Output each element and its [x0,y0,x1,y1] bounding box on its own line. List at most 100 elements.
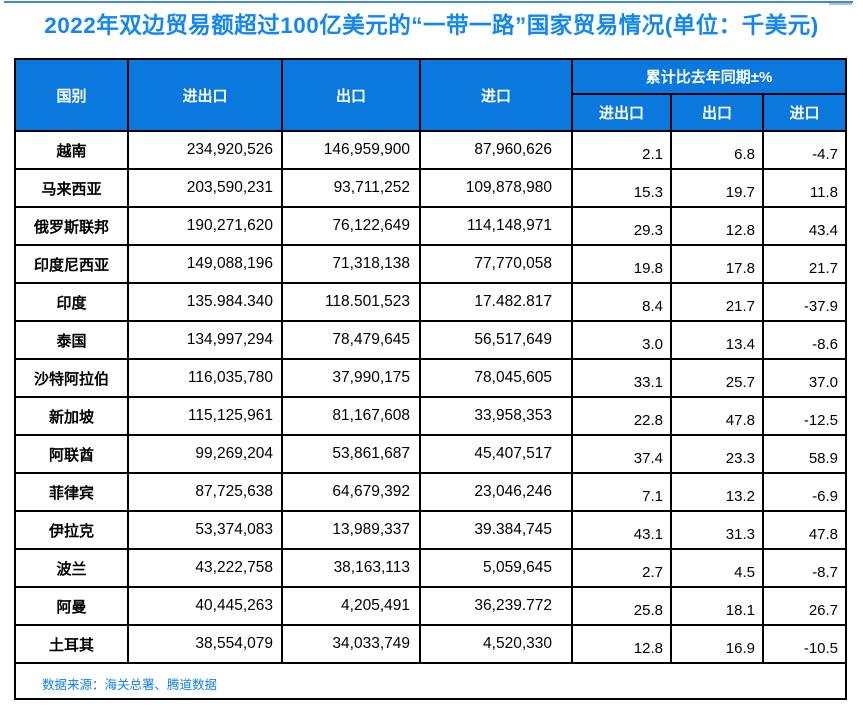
header-yoy-export: 出口 [670,93,764,132]
yoy-export-cell: 13.4 [670,320,764,360]
total-value-cell: 135.984.340 [127,282,283,322]
total-value-cell: 190,271,620 [127,206,283,246]
yoy-import-cell: -4.7 [761,130,848,170]
yoy-export-cell: 12.8 [670,206,764,246]
yoy-import-cell: -12.5 [761,396,848,436]
import-value-cell: 17.482.817 [419,282,573,322]
import-value-cell: 39.384,745 [419,510,573,550]
import-value-cell: 77,770,058 [419,244,573,284]
table-body: 越南 234,920,526 146,959,900 87,960,626 2.1 6.8… [14,130,848,664]
yoy-total-cell: 8.4 [571,282,672,322]
yoy-total-cell: 33.1 [571,358,672,398]
table-row: 印度尼西亚 149,088,196 71,318,138 77,770,058 19.8… [14,244,848,284]
total-value-cell: 203,590,231 [127,168,283,208]
import-value-cell: 109,878,980 [419,168,573,208]
table-row: 马来西亚 203,590,231 93,711,252 109,878,980 15.3… [14,168,848,208]
yoy-total-cell: 15.3 [571,168,672,208]
header-export: 出口 [281,58,421,132]
country-cell: 泰国 [14,320,129,360]
table-row: 阿曼 40,445,263 4,205,491 36,239.772 25.8 18.1 2… [14,586,848,626]
country-cell: 菲律宾 [14,472,129,512]
yoy-import-cell: -6.9 [761,472,848,512]
yoy-export-cell: 17.8 [670,244,764,284]
yoy-export-cell: 13.2 [670,472,764,512]
yoy-total-cell: 22.8 [571,396,672,436]
export-value-cell: 4,205,491 [281,586,421,626]
total-value-cell: 87,725,638 [127,472,283,512]
yoy-import-cell: -8.7 [761,548,848,588]
total-value-cell: 115,125,961 [127,396,283,436]
export-value-cell: 76,122,649 [281,206,421,246]
yoy-import-cell: -37.9 [761,282,848,322]
yoy-export-cell: 19.7 [670,168,764,208]
country-cell: 俄罗斯联邦 [14,206,129,246]
total-value-cell: 40,445,263 [127,586,283,626]
yoy-import-cell: -10.5 [761,624,848,664]
yoy-export-cell: 16.9 [670,624,764,664]
total-value-cell: 99,269,204 [127,434,283,474]
country-cell: 印度尼西亚 [14,244,129,284]
total-value-cell: 43,222,758 [127,548,283,588]
yoy-import-cell: 26.7 [761,586,848,626]
import-value-cell: 114,148,971 [419,206,573,246]
table-row: 伊拉克 53,374,083 13,989,337 39.384,745 43.1 31.… [14,510,848,550]
table-row: 土耳其 38,554,079 34,033,749 4,520,330 12.8 16.9… [14,624,848,664]
yoy-total-cell: 12.8 [571,624,672,664]
table-row: 沙特阿拉伯 116,035,780 37,990,175 78,045,605 33.1… [14,358,848,398]
import-value-cell: 45,407,517 [419,434,573,474]
table-row: 印度 135.984.340 118.501,523 17.482.817 8.4 21.… [14,282,848,322]
country-cell: 土耳其 [14,624,129,664]
import-value-cell: 56,517,649 [419,320,573,360]
yoy-total-cell: 25.8 [571,586,672,626]
top-gray-tick [829,3,852,5]
country-cell: 阿联酋 [14,434,129,474]
country-cell: 阿曼 [14,586,129,626]
yoy-import-cell: 58.9 [761,434,848,474]
table-row: 阿联酋 99,269,204 53,861,687 45,407,517 37.4 23.… [14,434,848,474]
export-value-cell: 146,959,900 [281,130,421,170]
yoy-total-cell: 19.8 [571,244,672,284]
page-title: 2022年双边贸易额超过100亿美元的“一带一路”国家贸易情况(单位：千美元) [44,13,819,38]
yoy-total-cell: 37.4 [571,434,672,474]
yoy-import-cell: -8.6 [761,320,848,360]
table-row: 泰国 134,997,294 78,479,645 56,517,649 3.0 13.4… [14,320,848,360]
header-yoy-total: 进出口 [571,93,672,132]
yoy-export-cell: 31.3 [670,510,764,550]
top-accent-line [4,1,853,3]
country-cell: 波兰 [14,548,129,588]
header-yoy-group: 累计比去年同期±% [570,58,848,95]
table-row: 新加坡 115,125,961 81,167,608 33,958,353 22.8 47… [14,396,848,436]
total-value-cell: 149,088,196 [127,244,283,284]
export-value-cell: 38,163,113 [281,548,421,588]
yoy-export-cell: 18.1 [670,586,764,626]
export-value-cell: 64,679,392 [281,472,421,512]
table-row: 菲律宾 87,725,638 64,679,392 23,046,246 7.1 13.2… [14,472,848,512]
table-footer: 数据来源：海关总署、腾道数据 [13,662,848,700]
yoy-import-cell: 43.4 [761,206,848,246]
export-value-cell: 78,479,645 [281,320,421,360]
total-value-cell: 53,374,083 [127,510,283,550]
header-import: 进口 [419,58,573,132]
import-value-cell: 36,239.772 [419,586,573,626]
total-value-cell: 116,035,780 [127,358,283,398]
yoy-export-cell: 25.7 [670,358,764,398]
yoy-total-cell: 7.1 [571,472,672,512]
trade-table: 国别 进出口 出口 进口 累计比去年同期±% 进出口 出口 进口 越南 234,9… [13,58,848,700]
yoy-export-cell: 4.5 [670,548,764,588]
export-value-cell: 93,711,252 [281,168,421,208]
yoy-export-cell: 6.8 [670,130,764,170]
table-row: 波兰 43,222,758 38,163,113 5,059,645 2.7 4.5 -8.… [14,548,848,588]
import-value-cell: 33,958,353 [419,396,573,436]
country-cell: 伊拉克 [14,510,129,550]
yoy-export-cell: 47.8 [670,396,764,436]
yoy-total-cell: 29.3 [571,206,672,246]
yoy-total-cell: 43.1 [571,510,672,550]
country-cell: 马来西亚 [14,168,129,208]
import-value-cell: 4,520,330 [419,624,573,664]
import-value-cell: 78,045,605 [419,358,573,398]
yoy-export-cell: 23.3 [670,434,764,474]
import-value-cell: 5,059,645 [419,548,573,588]
yoy-total-cell: 2.1 [571,130,672,170]
total-value-cell: 38,554,079 [127,624,283,664]
